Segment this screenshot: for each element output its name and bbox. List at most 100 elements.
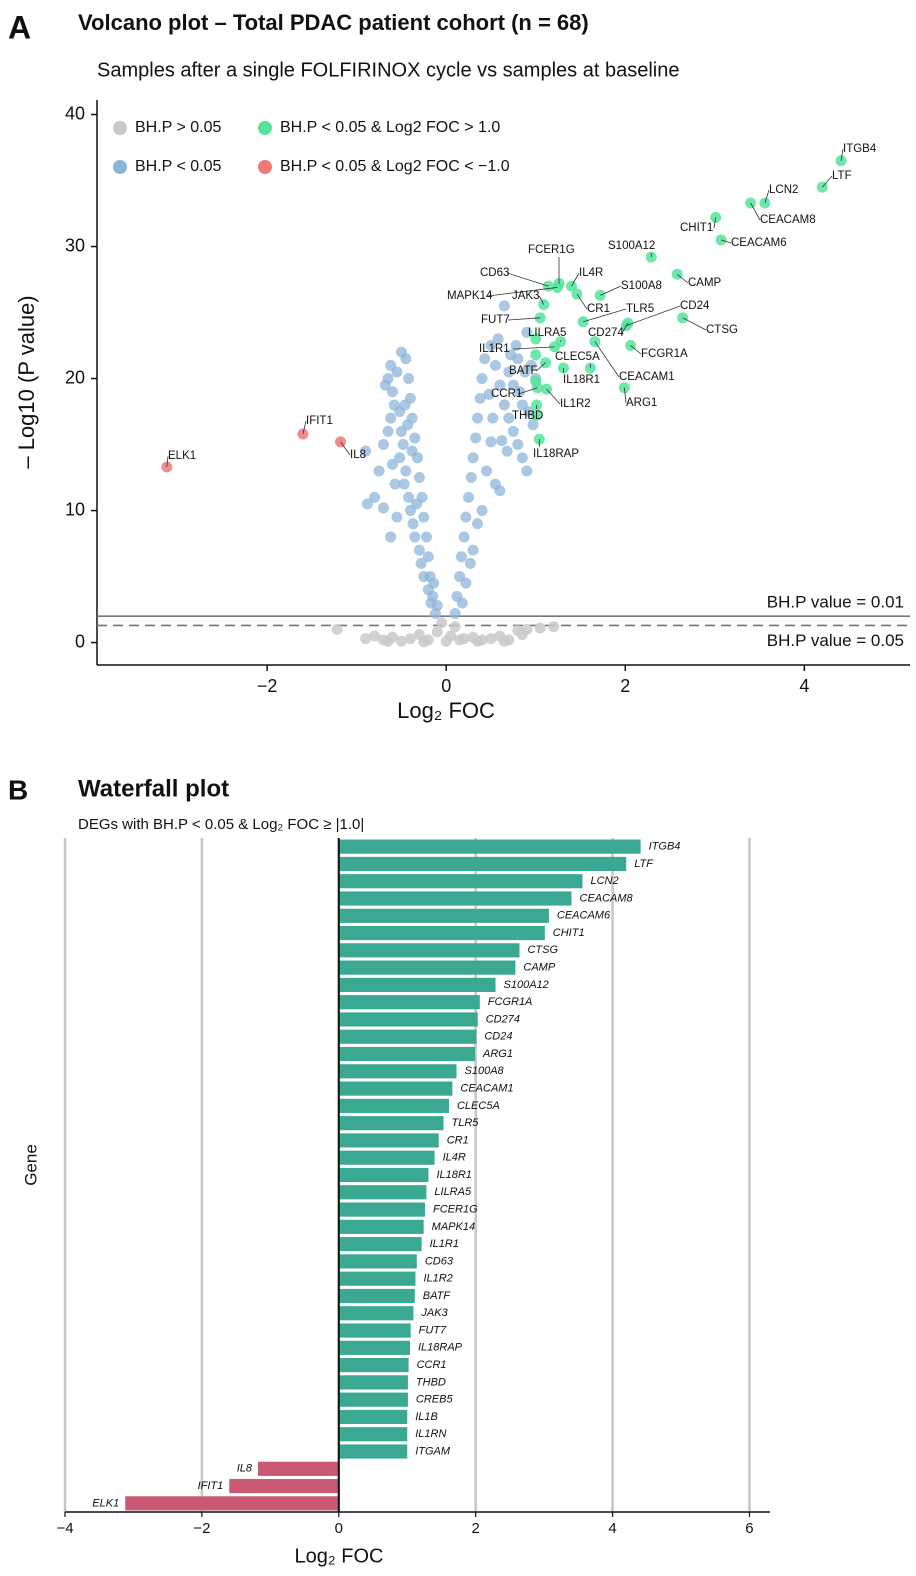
bar-label: IL1RN — [415, 1428, 446, 1440]
bar-label: CAMP — [523, 962, 555, 974]
label-leader — [750, 202, 761, 221]
point — [386, 458, 398, 470]
bar — [338, 1185, 427, 1200]
point — [516, 629, 528, 641]
bar — [229, 1478, 339, 1494]
bar — [338, 977, 496, 992]
point — [465, 472, 477, 484]
point — [460, 511, 472, 523]
bar-label: ITGB4 — [649, 841, 681, 853]
label-leader — [487, 287, 558, 297]
label-leader — [713, 217, 717, 229]
point-label: CHIT1 — [680, 222, 713, 234]
point — [360, 633, 372, 645]
bar-label: ELK1 — [92, 1497, 119, 1509]
bar-label: JAK3 — [420, 1307, 448, 1319]
bar-label: CD24 — [484, 1031, 512, 1043]
bar — [338, 1167, 429, 1183]
point — [395, 346, 407, 358]
point — [472, 518, 484, 530]
chart-subtitle: DEGs with BH.P < 0.05 & Log₂ FOC ≥ |1.0| — [78, 816, 364, 833]
chart-title: Waterfall plot — [78, 775, 229, 802]
point-label: FCGR1A — [641, 348, 688, 360]
point — [530, 375, 542, 387]
bar — [338, 1323, 411, 1338]
label-leader — [535, 362, 546, 372]
bar — [338, 1288, 415, 1304]
point-label: LTF — [832, 170, 852, 182]
point — [360, 445, 372, 457]
chart-subtitle: Samples after a single FOLFIRINOX cycle … — [97, 59, 679, 81]
point — [516, 452, 528, 464]
y-tick-label: 40 — [65, 103, 85, 123]
point — [456, 597, 468, 609]
point — [530, 333, 542, 345]
bar — [338, 960, 516, 975]
point — [428, 577, 440, 589]
label-leader — [507, 272, 549, 287]
x-tick-label: 0 — [441, 676, 451, 696]
point-label: CEACAM6 — [731, 237, 787, 249]
label-leader — [571, 272, 580, 287]
bar — [338, 943, 520, 958]
point — [498, 399, 510, 411]
bar — [338, 1150, 435, 1165]
point-label: CD24 — [680, 300, 710, 312]
bar — [338, 1237, 422, 1252]
bar — [338, 1081, 453, 1096]
point — [399, 399, 411, 411]
bar — [338, 1392, 408, 1407]
bar-label: IL1R1 — [430, 1238, 459, 1250]
point — [413, 472, 425, 484]
bar-label: S100A12 — [504, 979, 549, 991]
point — [386, 386, 398, 398]
point — [431, 626, 443, 638]
point — [494, 485, 506, 497]
bar-label: CEACAM1 — [460, 1082, 513, 1094]
point — [449, 608, 461, 620]
point — [492, 333, 504, 345]
legend-label: BH.P < 0.05 — [135, 158, 222, 175]
bar-label: FUT7 — [419, 1324, 447, 1336]
point-label: LILRA5 — [528, 327, 566, 339]
bar — [338, 1254, 417, 1269]
point — [361, 498, 373, 510]
bar — [338, 1064, 457, 1079]
point — [379, 379, 391, 391]
point — [385, 412, 397, 424]
bar-label: CEACAM8 — [580, 892, 634, 904]
point — [385, 531, 397, 543]
point-label: FUT7 — [481, 314, 510, 326]
point-label: CD63 — [480, 267, 509, 279]
point — [418, 511, 430, 523]
x-tick-label: 0 — [335, 1520, 343, 1537]
bar — [338, 1340, 410, 1355]
point — [404, 633, 416, 645]
point — [489, 359, 501, 371]
point — [389, 478, 401, 490]
point-label: ELK1 — [168, 450, 196, 462]
point-label: IL18RAP — [533, 448, 579, 460]
label-leader — [840, 148, 844, 161]
bar-label: IL1R2 — [423, 1273, 452, 1285]
point — [394, 452, 406, 464]
label-leader — [630, 345, 642, 355]
point — [507, 425, 519, 437]
point-label: IL4R — [579, 267, 603, 279]
legend-label: BH.P < 0.05 & Log2 FOC > 1.0 — [280, 119, 500, 136]
x-tick-label: 4 — [799, 676, 809, 696]
threshold-label: BH.P value = 0.01 — [767, 593, 904, 612]
point — [382, 425, 394, 437]
point-label: IL1R2 — [560, 398, 591, 410]
bar — [338, 1116, 444, 1131]
point-label: TLR5 — [626, 303, 654, 315]
label-leader — [676, 273, 689, 284]
point — [494, 379, 506, 391]
bar — [338, 1012, 478, 1027]
point-label: S100A8 — [621, 280, 662, 292]
point — [373, 465, 385, 477]
chart-title: Volcano plot – Total PDAC patient cohort… — [78, 10, 589, 35]
point — [476, 505, 488, 517]
bar-label: CEACAM6 — [557, 910, 611, 922]
